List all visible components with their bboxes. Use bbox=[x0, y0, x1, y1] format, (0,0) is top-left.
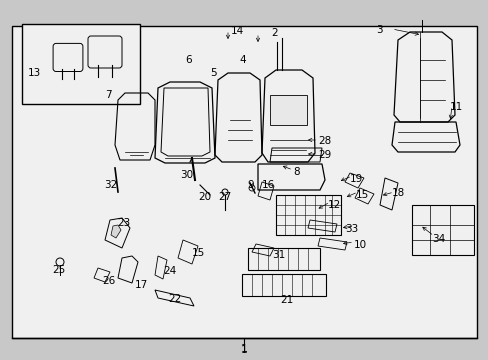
Text: 1: 1 bbox=[240, 344, 247, 354]
Polygon shape bbox=[111, 225, 121, 238]
FancyBboxPatch shape bbox=[53, 44, 83, 72]
Text: 3: 3 bbox=[375, 25, 382, 35]
Bar bbox=[22, 24, 140, 104]
Text: 11: 11 bbox=[449, 102, 462, 112]
Text: 16: 16 bbox=[262, 180, 275, 190]
Text: 28: 28 bbox=[317, 136, 330, 146]
Text: 29: 29 bbox=[317, 150, 330, 160]
Text: 4: 4 bbox=[239, 55, 245, 65]
Bar bbox=[411, 205, 473, 255]
Text: 20: 20 bbox=[198, 192, 211, 202]
Bar bbox=[247, 248, 319, 270]
Bar bbox=[275, 195, 340, 235]
Text: 2: 2 bbox=[270, 28, 277, 38]
Text: 13: 13 bbox=[28, 68, 41, 78]
Polygon shape bbox=[161, 88, 209, 156]
Text: 15: 15 bbox=[192, 248, 205, 258]
Text: 17: 17 bbox=[135, 280, 148, 290]
Text: 22: 22 bbox=[168, 294, 181, 304]
Bar bbox=[242, 274, 325, 296]
Text: 19: 19 bbox=[349, 174, 363, 184]
Text: 30: 30 bbox=[180, 170, 193, 180]
Text: 18: 18 bbox=[391, 188, 405, 198]
Text: 7: 7 bbox=[105, 90, 111, 100]
FancyBboxPatch shape bbox=[88, 36, 122, 68]
Text: 26: 26 bbox=[102, 276, 115, 286]
Text: 5: 5 bbox=[209, 68, 216, 78]
Text: 24: 24 bbox=[163, 266, 176, 276]
Text: 27: 27 bbox=[218, 192, 231, 202]
Text: 9: 9 bbox=[246, 180, 253, 190]
Text: 25: 25 bbox=[52, 265, 65, 275]
Text: 32: 32 bbox=[104, 180, 117, 190]
Text: 33: 33 bbox=[345, 224, 358, 234]
Bar bbox=[269, 95, 306, 125]
Text: 8: 8 bbox=[292, 167, 299, 177]
Text: 6: 6 bbox=[184, 55, 191, 65]
Text: 14: 14 bbox=[230, 26, 244, 36]
Text: 1: 1 bbox=[240, 345, 247, 355]
Text: 31: 31 bbox=[271, 250, 285, 260]
Text: 15: 15 bbox=[355, 190, 368, 200]
Text: 12: 12 bbox=[327, 200, 341, 210]
Text: 21: 21 bbox=[280, 295, 293, 305]
Bar bbox=[12, 26, 476, 338]
Text: 10: 10 bbox=[353, 240, 366, 250]
Text: 34: 34 bbox=[431, 234, 445, 244]
Text: 23: 23 bbox=[117, 218, 130, 228]
